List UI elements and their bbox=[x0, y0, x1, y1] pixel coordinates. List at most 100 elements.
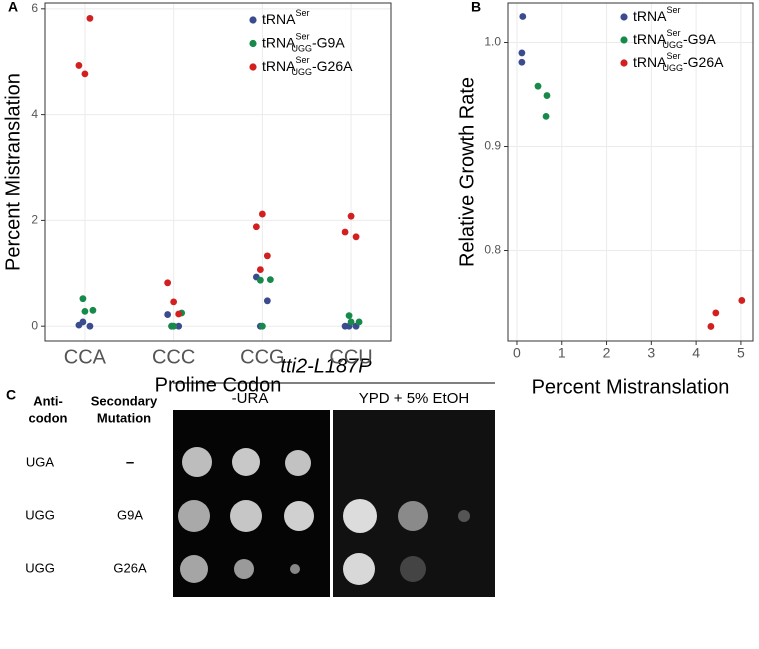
point bbox=[170, 322, 178, 330]
y-axis-title: Percent Mistranslation bbox=[2, 73, 24, 271]
point bbox=[258, 322, 266, 330]
point bbox=[519, 13, 527, 20]
legend-marker bbox=[620, 36, 628, 44]
colonies bbox=[178, 447, 470, 585]
point bbox=[518, 58, 526, 66]
legend-sup: Ser bbox=[295, 32, 309, 42]
legend-text: tRNA bbox=[262, 11, 296, 27]
legend-marker bbox=[249, 16, 257, 24]
point bbox=[345, 312, 353, 320]
point bbox=[170, 298, 178, 306]
panel-label: A bbox=[8, 0, 18, 15]
point bbox=[341, 228, 349, 236]
panel-label: B bbox=[471, 0, 481, 15]
legend-marker bbox=[249, 63, 257, 71]
legend-text: tRNA bbox=[633, 31, 667, 47]
legend-suffix: -G9A bbox=[683, 31, 716, 47]
legend-text: tRNA bbox=[262, 34, 296, 50]
y-tick-label: 6 bbox=[31, 1, 38, 15]
point bbox=[542, 112, 550, 120]
point bbox=[355, 318, 363, 326]
point bbox=[352, 233, 360, 241]
legend-sup: Ser bbox=[295, 55, 309, 65]
legend-sup: Ser bbox=[666, 51, 680, 61]
panel-label: C bbox=[6, 387, 16, 403]
plot-frame bbox=[44, 2, 392, 342]
point bbox=[175, 310, 183, 318]
y-tick-label: 0.9 bbox=[484, 139, 501, 153]
point bbox=[534, 82, 542, 90]
legend-label: tRNASer UGG-G26A bbox=[633, 51, 724, 73]
x-axis-title: Percent Mistranslation bbox=[532, 376, 730, 398]
legend-text: tRNA bbox=[633, 8, 667, 24]
point bbox=[81, 70, 89, 78]
point bbox=[81, 307, 89, 315]
legend-sup: Ser bbox=[666, 5, 680, 15]
point bbox=[256, 266, 264, 273]
point bbox=[258, 210, 266, 218]
row-label: UGA bbox=[26, 454, 55, 469]
x-tick-label: 2 bbox=[603, 345, 611, 361]
y-tick-label: 1.0 bbox=[484, 35, 501, 49]
x-tick-label: 3 bbox=[647, 345, 655, 361]
row-label: UGG bbox=[25, 507, 55, 522]
point bbox=[263, 252, 271, 260]
legend-suffix: -G9A bbox=[312, 34, 345, 50]
legend-sub: UGG bbox=[662, 40, 683, 50]
y-axis-title: Relative Growth Rate bbox=[456, 77, 478, 267]
point bbox=[518, 49, 526, 57]
y-tick-label: 2 bbox=[31, 213, 38, 227]
row-label: G9A bbox=[117, 507, 143, 522]
point bbox=[164, 311, 172, 318]
legend-sub: UGG bbox=[291, 67, 312, 77]
header: Anti- bbox=[33, 393, 63, 408]
y-tick-label: 0.8 bbox=[484, 243, 501, 257]
legend-suffix: -G26A bbox=[683, 54, 724, 70]
condition-label: -URA bbox=[232, 390, 269, 407]
legend-label: tRNASer bbox=[633, 5, 680, 23]
point bbox=[738, 297, 746, 304]
x-tick-label: CCA bbox=[64, 346, 107, 368]
point bbox=[75, 62, 83, 69]
legend-marker bbox=[620, 59, 628, 67]
point bbox=[79, 318, 87, 326]
x-tick-label: CCG bbox=[240, 346, 284, 368]
point bbox=[252, 223, 260, 231]
condition-label: YPD + 5% EtOH bbox=[359, 390, 469, 407]
legend-text: tRNA bbox=[262, 58, 296, 74]
legend-label: tRNASer bbox=[262, 8, 309, 26]
legend-label: tRNASer UGG-G26A bbox=[262, 55, 353, 77]
header: codon bbox=[29, 410, 68, 425]
point bbox=[266, 276, 274, 284]
legend-marker bbox=[249, 39, 257, 48]
panel-c: C tti2-L187P -URA YPD + 5% EtOH Anti- co… bbox=[6, 355, 495, 597]
legend-sub: UGG bbox=[291, 44, 312, 54]
point bbox=[79, 295, 87, 303]
header: Secondary bbox=[91, 393, 158, 408]
legend-text: tRNA bbox=[633, 54, 667, 70]
legend-suffix: -G26A bbox=[312, 58, 353, 74]
y-tick-label: 0 bbox=[31, 318, 38, 332]
legend-sub: UGG bbox=[662, 63, 683, 73]
x-tick-label: 0 bbox=[513, 345, 521, 361]
strain-title: tti2-L187P bbox=[280, 355, 372, 377]
point bbox=[543, 92, 551, 99]
point bbox=[86, 14, 94, 22]
point bbox=[347, 318, 355, 326]
legend-sup: Ser bbox=[666, 28, 680, 38]
row-label: – bbox=[126, 454, 134, 471]
legend-sup: Ser bbox=[295, 8, 309, 18]
point bbox=[707, 323, 715, 330]
x-tick-label: 1 bbox=[558, 345, 566, 361]
point bbox=[256, 276, 264, 284]
x-tick-label: 5 bbox=[737, 345, 745, 361]
x-tick-label: CCC bbox=[152, 346, 195, 368]
x-axis-title: Proline Codon bbox=[155, 374, 282, 396]
point bbox=[712, 309, 720, 317]
point bbox=[175, 322, 183, 330]
header: Mutation bbox=[97, 410, 151, 425]
y-tick-label: 4 bbox=[31, 107, 38, 121]
